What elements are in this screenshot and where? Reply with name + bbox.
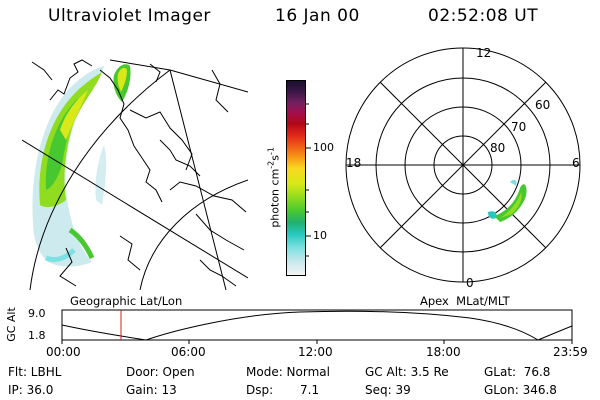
sequence-number: Seq: 39 [365,383,411,397]
geographic-projection-label: Geographic Lat/Lon [70,294,183,308]
dsp-label: Dsp: [246,383,274,397]
timeline-tick-0000: 00:00 [46,345,81,359]
geographic-longitude: GLon: 346.8 [484,383,557,397]
mlt-label-0: 0 [466,276,474,290]
timeline-tick-2359: 23:59 [553,345,588,359]
gain-value: Gain: 13 [126,383,177,397]
coastlines [31,59,247,287]
timeline-tick-1800: 18:00 [426,345,461,359]
lat-label-80: 80 [490,141,506,155]
lat-label-60: 60 [535,98,551,112]
mlt-label-18: 18 [346,156,362,170]
aurora-emission-polar [488,179,527,222]
geographic-latitude: GLat: 76.8 [484,365,551,379]
lat-label-70: 70 [511,120,527,134]
dsp-value: 7.1 [300,383,320,397]
door-status: Door: Open [126,365,195,379]
colorbar-tick-10: 10 [313,229,327,242]
date-label: 16 Jan 00 [275,6,360,26]
colorbar [286,80,306,276]
timeline-tick-1200: 12:00 [298,345,333,359]
colorbar-label: photon cm-2s-1 [266,147,282,228]
flight-filter: Flt: LBHL [8,365,62,379]
time-label: 02:52:08 UT [428,6,539,26]
mlt-label-6: 6 [572,156,580,170]
apex-projection-label: Apex MLat/MLT [420,294,510,308]
mode-value: Mode: Normal [246,365,330,379]
timeline-axis-title: GC Alt [4,307,18,342]
timeline-tick-0600: 06:00 [171,345,206,359]
colorbar-tick-100: 100 [313,141,334,154]
gc-altitude: GC Alt: 3.5 Re [365,365,449,379]
ip-value: IP: 36.0 [8,383,54,397]
instrument-title: Ultraviolet Imager [48,6,211,26]
mlt-label-12: 12 [476,46,492,60]
aurora-emission-geo [32,64,131,267]
timeline-y-top: 9.0 [28,307,46,320]
map-grid [22,59,248,290]
timeline-y-bottom: 1.8 [28,329,46,342]
altitude-curve [61,310,573,341]
